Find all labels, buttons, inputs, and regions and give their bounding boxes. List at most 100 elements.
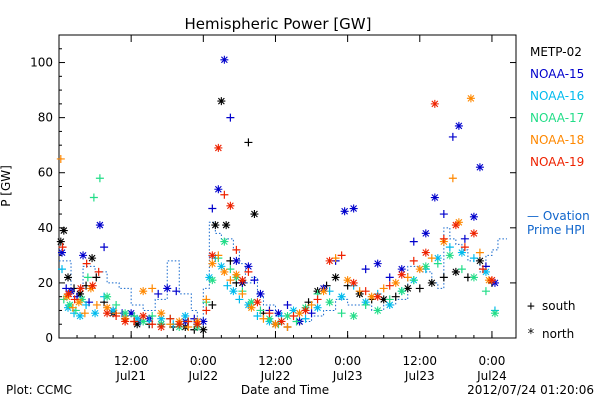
point-south bbox=[478, 265, 487, 274]
point-north bbox=[247, 298, 256, 307]
point-north bbox=[133, 320, 142, 329]
point-north bbox=[64, 273, 73, 282]
point-north bbox=[289, 306, 298, 315]
point-north bbox=[475, 256, 484, 265]
point-south bbox=[283, 322, 292, 331]
point-north bbox=[232, 256, 241, 265]
point-south bbox=[112, 300, 121, 309]
point-north bbox=[121, 317, 130, 326]
point-north bbox=[469, 229, 478, 238]
point-south bbox=[457, 265, 466, 274]
point-north bbox=[217, 262, 226, 271]
point-north bbox=[337, 292, 346, 301]
point-south bbox=[89, 193, 98, 202]
point-north bbox=[430, 99, 439, 108]
point-north bbox=[265, 314, 274, 323]
point-south bbox=[445, 243, 454, 252]
point-south bbox=[184, 317, 193, 326]
x-tick-time: 0:00 bbox=[190, 354, 217, 368]
point-north bbox=[379, 295, 388, 304]
point-south bbox=[448, 132, 457, 141]
point-north bbox=[349, 204, 358, 213]
point-north bbox=[64, 289, 73, 298]
point-north bbox=[244, 262, 253, 271]
point-north bbox=[121, 309, 130, 318]
point-south bbox=[82, 259, 91, 268]
point-north bbox=[139, 311, 148, 320]
point-north bbox=[229, 287, 238, 296]
legend-item: NOAA-19 bbox=[530, 155, 584, 169]
point-north bbox=[340, 207, 349, 216]
point-north bbox=[175, 320, 184, 329]
point-south bbox=[415, 284, 424, 293]
ovation-hpi-path bbox=[59, 221, 507, 325]
point-north bbox=[385, 300, 394, 309]
point-south bbox=[68, 303, 77, 312]
point-north bbox=[220, 267, 229, 276]
x-tick-time: 12:00 bbox=[402, 354, 437, 368]
point-south bbox=[385, 281, 394, 290]
point-north bbox=[427, 278, 436, 287]
point-north bbox=[208, 259, 217, 268]
point-south bbox=[112, 311, 121, 320]
plot-border bbox=[58, 34, 517, 339]
point-north bbox=[220, 55, 229, 64]
point-north bbox=[319, 287, 328, 296]
plot-area bbox=[58, 34, 517, 339]
point-south bbox=[427, 254, 436, 263]
point-south bbox=[208, 300, 217, 309]
point-north bbox=[208, 276, 217, 285]
point-south bbox=[92, 300, 101, 309]
point-north bbox=[274, 309, 283, 318]
footer-timestamp: 2012/07/24 01:20:06 bbox=[467, 383, 594, 397]
point-south bbox=[385, 273, 394, 282]
point-south bbox=[460, 243, 469, 252]
point-north bbox=[343, 276, 352, 285]
point-north bbox=[349, 278, 358, 287]
point-north bbox=[391, 278, 400, 287]
point-south bbox=[256, 306, 265, 315]
point-north bbox=[220, 237, 229, 246]
point-north bbox=[457, 248, 466, 257]
point-north bbox=[490, 309, 499, 318]
y-tick-label: 100 bbox=[30, 56, 53, 70]
point-south bbox=[409, 276, 418, 285]
point-north bbox=[76, 311, 85, 320]
point-south bbox=[172, 287, 181, 296]
point-north bbox=[95, 221, 104, 230]
point-north bbox=[373, 259, 382, 268]
point-south bbox=[235, 295, 244, 304]
point-north bbox=[88, 254, 97, 263]
point-north bbox=[295, 309, 304, 318]
point-south bbox=[469, 254, 478, 263]
point-north bbox=[373, 306, 382, 315]
point-north bbox=[367, 292, 376, 301]
point-south bbox=[226, 276, 235, 285]
point-south bbox=[307, 300, 316, 309]
legend-item: NOAA-16 bbox=[530, 89, 584, 103]
point-south bbox=[337, 251, 346, 260]
point-north bbox=[451, 267, 460, 276]
point-north bbox=[214, 185, 223, 194]
point-north bbox=[103, 303, 112, 312]
point-north bbox=[217, 97, 226, 106]
x-axis: 12:00Jul210:00Jul2212:00Jul220:00Jul2312… bbox=[58, 35, 507, 383]
point-south bbox=[448, 174, 457, 183]
point-south bbox=[391, 292, 400, 301]
marker-key: + south * north bbox=[527, 299, 576, 342]
data-points bbox=[56, 55, 499, 334]
point-north bbox=[133, 314, 142, 323]
point-north bbox=[421, 229, 430, 238]
point-north bbox=[349, 311, 358, 320]
point-south bbox=[385, 295, 394, 304]
point-north bbox=[253, 298, 262, 307]
point-north bbox=[199, 325, 208, 334]
point-north bbox=[65, 300, 74, 309]
point-north bbox=[157, 322, 166, 331]
point-north bbox=[277, 317, 286, 326]
y-tick-label: 40 bbox=[38, 221, 53, 235]
point-south bbox=[379, 284, 388, 293]
point-north bbox=[58, 248, 67, 257]
point-north bbox=[397, 287, 406, 296]
